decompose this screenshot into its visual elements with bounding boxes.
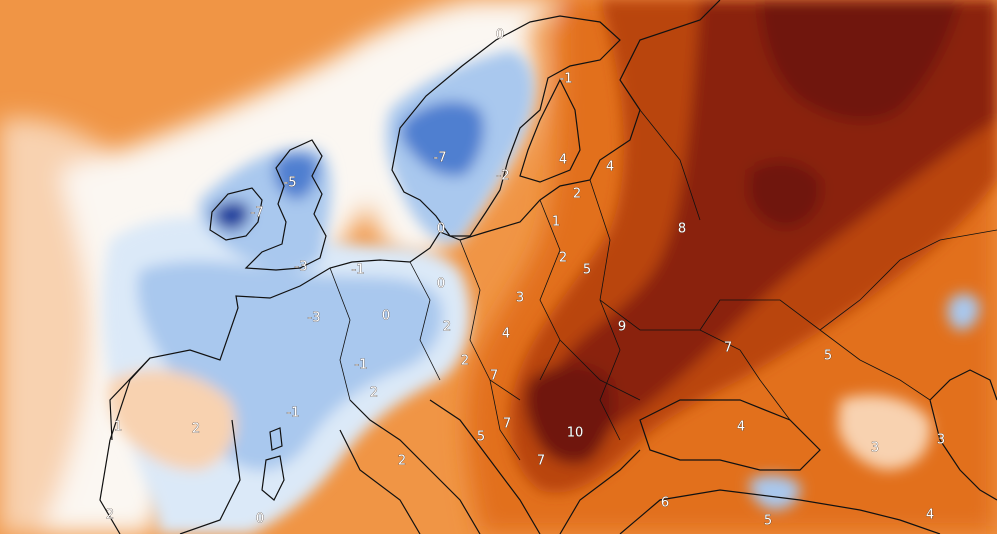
coast-ireland [209, 187, 263, 241]
anomaly-label-portugal: 1 [114, 420, 122, 435]
anomaly-label-bulgaria: 7 [537, 454, 545, 469]
coast-turkey [619, 489, 941, 534]
anomaly-label-black-sea: 4 [737, 420, 745, 435]
anomaly-label-ukraine: 9 [618, 320, 626, 335]
anomaly-label-poland: 3 [516, 291, 524, 306]
coast-finland [519, 78, 581, 183]
anomaly-label-karelia: 4 [606, 160, 614, 175]
anomaly-label-eastern-poland: 2 [559, 251, 567, 266]
coast-balkans [429, 399, 641, 534]
anomaly-label-england: -3 [295, 260, 308, 275]
anomaly-label-eastern-ukraine: 7 [724, 341, 732, 356]
field-light-caucasus [838, 395, 931, 470]
anomaly-label-northern-italy: 2 [370, 386, 378, 401]
coast-scandinavia [391, 15, 621, 237]
anomaly-label-eastern-turkey: 4 [926, 508, 934, 523]
anomaly-label-central-italy: 2 [398, 454, 406, 469]
border-lines [329, 109, 997, 461]
anomaly-label-northern-spain: 2 [192, 422, 200, 437]
anomaly-label-southern-sweden: -2 [497, 169, 510, 184]
anomaly-label-switzerland: -1 [355, 358, 368, 373]
anomaly-label-caspian: 3 [937, 433, 945, 448]
field-warm-maroon-volga [748, 161, 821, 228]
anomaly-label-central-sweden: -7 [434, 151, 447, 166]
anomaly-label-czechia: 4 [502, 327, 510, 342]
anomaly-label-north-sea-coast: -1 [352, 263, 365, 278]
anomaly-label-croatia: 5 [477, 430, 485, 445]
anomaly-label-ireland: -7 [251, 206, 264, 221]
anomaly-label-finland: 4 [559, 153, 567, 168]
field-cold-scotland-blue [274, 152, 319, 200]
anomaly-label-southern-russia: 5 [824, 349, 832, 364]
anomaly-label-southern-spain: 2 [106, 508, 114, 523]
field-cold-caspian [947, 293, 980, 331]
anomaly-label-serbia: 7 [503, 417, 511, 432]
anomaly-label-sardinia: 0 [256, 512, 264, 527]
anomaly-label-northern-germany: 0 [437, 277, 445, 292]
anomaly-label-denmark: 0 [437, 222, 445, 237]
field-light-iberia [108, 369, 236, 471]
coast-sardinia [261, 455, 285, 501]
anomaly-label-central-turkey: 5 [764, 514, 772, 529]
coast-italy [339, 399, 481, 534]
anomaly-label-france: -3 [308, 311, 321, 326]
anomaly-label-western-russia: 8 [678, 222, 686, 237]
coast-corsica [269, 427, 283, 451]
anomaly-label-latvia: 2 [573, 187, 581, 202]
coast-iberia [99, 357, 241, 534]
anomaly-label-northern-norway: 0 [496, 28, 504, 43]
anomaly-label-southern-germany: 2 [443, 320, 451, 335]
anomaly-label-caucasus: 3 [871, 441, 879, 456]
anomaly-label-belarus: 5 [583, 263, 591, 278]
anomaly-label-southern-france: -1 [287, 406, 300, 421]
anomaly-label-lapland: -1 [560, 72, 573, 87]
field-cold-scandinavia-blue [400, 101, 485, 177]
anomaly-label-scotland: -5 [284, 176, 297, 191]
field-cold-turkey [749, 475, 801, 510]
field-warm-maroon-north [760, 0, 960, 121]
coastlines [99, 0, 997, 534]
anomaly-label-western-turkey: 6 [661, 496, 669, 511]
anomaly-label-romania: 10 [567, 426, 584, 441]
anomaly-label-austria: 2 [461, 354, 469, 369]
field-cold-ireland-deep [212, 201, 250, 231]
field-warm-maroon-romania [525, 365, 614, 464]
coast-black-sea [639, 399, 821, 471]
anomaly-label-hungary: 7 [490, 369, 498, 384]
anomaly-label-lithuania: 1 [552, 215, 560, 230]
anomaly-label-eastern-france: 0 [382, 309, 390, 324]
coast-great-britain [244, 139, 327, 271]
coast-continent [109, 0, 721, 441]
coast-caspian [929, 369, 997, 501]
